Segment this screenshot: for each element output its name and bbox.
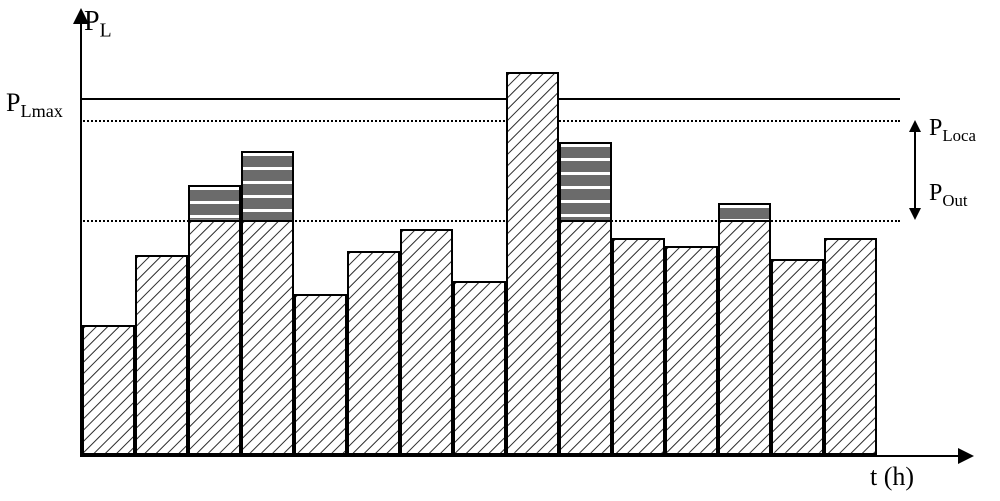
bar-overlay	[188, 185, 241, 222]
bar-base	[453, 281, 506, 455]
bar	[559, 142, 612, 455]
bar	[135, 255, 188, 455]
bar	[400, 229, 453, 455]
bar-base	[82, 325, 135, 456]
bar-base	[294, 294, 347, 455]
bar-base	[718, 220, 771, 455]
bar	[347, 251, 400, 455]
bar-base	[771, 259, 824, 455]
bar-series	[82, 20, 877, 455]
bar-base	[241, 220, 294, 455]
bar	[506, 72, 559, 455]
bar-base	[188, 220, 241, 455]
bar	[718, 203, 771, 455]
bracket-arrow	[905, 120, 925, 220]
bar	[612, 238, 665, 456]
bar-base	[824, 238, 877, 456]
bar-base	[612, 238, 665, 456]
bar	[294, 294, 347, 455]
bar	[824, 238, 877, 456]
bar	[453, 281, 506, 455]
x-axis-label: t (h)	[870, 462, 914, 492]
bar	[665, 246, 718, 455]
bar-base	[559, 220, 612, 455]
power-load-chart: PL PLmax t (h) PLocaPOut	[0, 0, 1000, 501]
bar-base	[665, 246, 718, 455]
bar-overlay	[718, 203, 771, 222]
bar-overlay	[559, 142, 612, 222]
bar-overlay	[241, 151, 294, 223]
bar	[82, 325, 135, 456]
bracket-label: PLoca	[929, 115, 976, 146]
bar-base	[400, 229, 453, 455]
bracket-label: POut	[929, 180, 968, 211]
p-lmax-label: PLmax	[6, 88, 63, 122]
bar-base	[506, 72, 559, 455]
bar	[188, 185, 241, 455]
bar-base	[135, 255, 188, 455]
bar-base	[347, 251, 400, 455]
bar	[771, 259, 824, 455]
x-axis-arrow-icon	[958, 448, 974, 464]
bar	[241, 151, 294, 456]
